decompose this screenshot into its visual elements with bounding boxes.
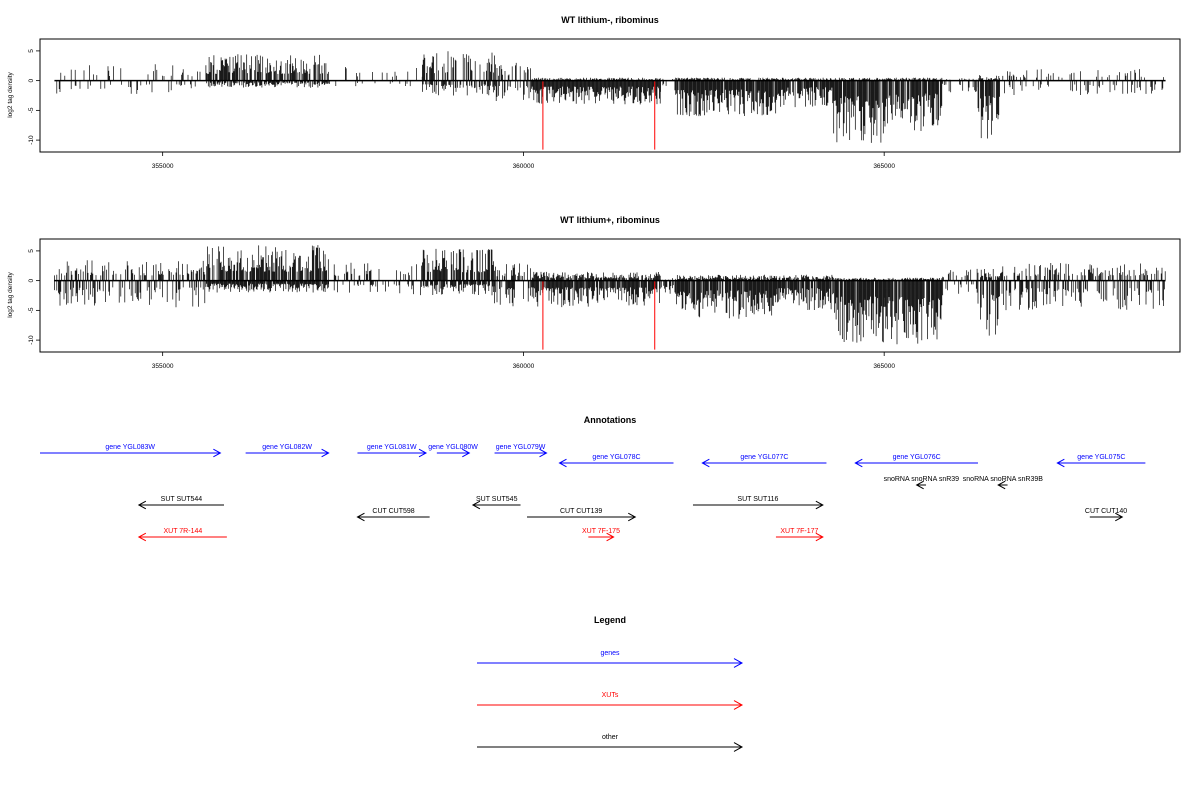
feature-sut-sut116 xyxy=(692,500,824,510)
feature-label: snoRNA snoRNA snR39B xyxy=(963,476,1043,483)
y-tick-label: -5 xyxy=(28,307,35,313)
y-axis-label: log2 tag density xyxy=(7,271,14,317)
track-title: WT lithium+, ribominus xyxy=(560,215,660,225)
feature-gene-ygl075c xyxy=(1056,458,1146,468)
feature-xut-7r-144 xyxy=(137,532,227,542)
feature-label: gene YGL080W xyxy=(428,444,478,451)
x-tick-label: 360000 xyxy=(513,163,535,170)
track-title: WT lithium-, ribominus xyxy=(561,15,659,25)
legend-label: genes xyxy=(600,650,620,657)
feature-label: gene YGL083W xyxy=(105,444,155,451)
marker-lines xyxy=(542,280,656,350)
feature-label: gene YGL081W xyxy=(367,444,417,451)
legend-items: genes XUTs other xyxy=(477,650,744,752)
legend-label: XUTs xyxy=(602,692,619,699)
feature-cut-cut139 xyxy=(527,512,637,522)
legend-arrow-gene xyxy=(477,658,744,668)
x-tick-label: 360000 xyxy=(513,363,535,370)
feature-label: gene YGL075C xyxy=(1077,454,1125,461)
feature-gene-ygl076c xyxy=(854,458,978,468)
feature-label: CUT CUT139 xyxy=(560,508,602,515)
y-tick-label: 5 xyxy=(28,249,35,253)
feature-label: snoRNA snoRNA snR39 xyxy=(884,476,960,483)
annotations-title: Annotations xyxy=(584,415,637,425)
legend: Legend genes XUTs other xyxy=(477,615,744,752)
x-axis: 355000 360000 365000 xyxy=(152,152,895,170)
y-axis-label: log2 tag density xyxy=(7,71,14,117)
y-tick-label: 0 xyxy=(28,278,35,282)
y-axis: 5 0 -5 -10 xyxy=(28,249,40,345)
x-tick-label: 355000 xyxy=(152,163,174,170)
y-tick-label: -10 xyxy=(28,335,35,345)
feature-snorna-snorna-snr39b xyxy=(997,480,1008,490)
x-tick-label: 365000 xyxy=(873,363,895,370)
y-axis: 5 0 -5 -10 xyxy=(28,49,40,145)
feature-label: gene YGL082W xyxy=(262,444,312,451)
feature-label: CUT CUT140 xyxy=(1085,508,1127,515)
track-panel-lithium-minus: WT lithium-, ribominus log2 tag density … xyxy=(7,15,1181,170)
marker-lines xyxy=(542,80,656,150)
signal-bars xyxy=(56,51,1164,143)
feature-xut-7f-175 xyxy=(588,532,615,542)
feature-label: SUT SUT116 xyxy=(737,496,778,503)
feature-label: gene YGL076C xyxy=(893,454,941,461)
y-tick-label: 0 xyxy=(28,78,35,82)
feature-label: XUT 7F-177 xyxy=(780,528,818,535)
feature-arrows: gene YGL083W gene YGL082W gene YGL081W gene… xyxy=(40,444,1146,542)
signal-bar-group xyxy=(54,245,1166,345)
plot-frame xyxy=(39,38,1181,153)
feature-cut-cut598 xyxy=(356,512,430,522)
feature-label: SUT SUT544 xyxy=(161,496,203,503)
legend-label: other xyxy=(602,734,619,741)
track-panel-lithium-plus: WT lithium+, ribominus log2 tag density … xyxy=(7,215,1181,370)
feature-label: SUT SUT545 xyxy=(476,496,518,503)
x-tick-label: 355000 xyxy=(152,363,174,370)
x-tick-label: 365000 xyxy=(873,163,895,170)
y-tick-label: 5 xyxy=(28,49,35,53)
y-tick-label: -10 xyxy=(28,135,35,145)
feature-label: gene YGL079W xyxy=(496,444,546,451)
signal-bar-group xyxy=(56,51,1164,143)
feature-gene-ygl080w xyxy=(436,448,471,458)
feature-label: CUT CUT598 xyxy=(372,508,414,515)
legend-arrow-other xyxy=(477,742,744,752)
feature-cut-cut140 xyxy=(1089,512,1124,522)
feature-gene-ygl081w xyxy=(357,448,428,458)
feature-sut-sut544 xyxy=(137,500,224,510)
signal-bars xyxy=(54,245,1166,345)
feature-gene-ygl082w xyxy=(245,448,330,458)
feature-xut-7f-177 xyxy=(775,532,824,542)
feature-label: gene YGL077C xyxy=(740,454,788,461)
feature-gene-ygl077c xyxy=(701,458,827,468)
y-tick-label: -5 xyxy=(28,107,35,113)
feature-gene-ygl083w xyxy=(40,448,222,458)
feature-label: XUT 7F-175 xyxy=(582,528,620,535)
feature-sut-sut545 xyxy=(471,500,521,510)
legend-arrow-xut xyxy=(477,700,744,710)
feature-gene-ygl078c xyxy=(558,458,674,468)
feature-snorna-snorna-snr39 xyxy=(915,480,927,490)
feature-label: gene YGL078C xyxy=(592,454,640,461)
legend-title: Legend xyxy=(594,615,626,625)
annotations-panel: Annotations gene YGL083W gene YGL082W gene… xyxy=(40,415,1146,542)
feature-gene-ygl079w xyxy=(494,448,548,458)
plot-frame xyxy=(39,238,1181,353)
feature-label: XUT 7R-144 xyxy=(163,528,202,535)
x-axis: 355000 360000 365000 xyxy=(152,352,895,370)
